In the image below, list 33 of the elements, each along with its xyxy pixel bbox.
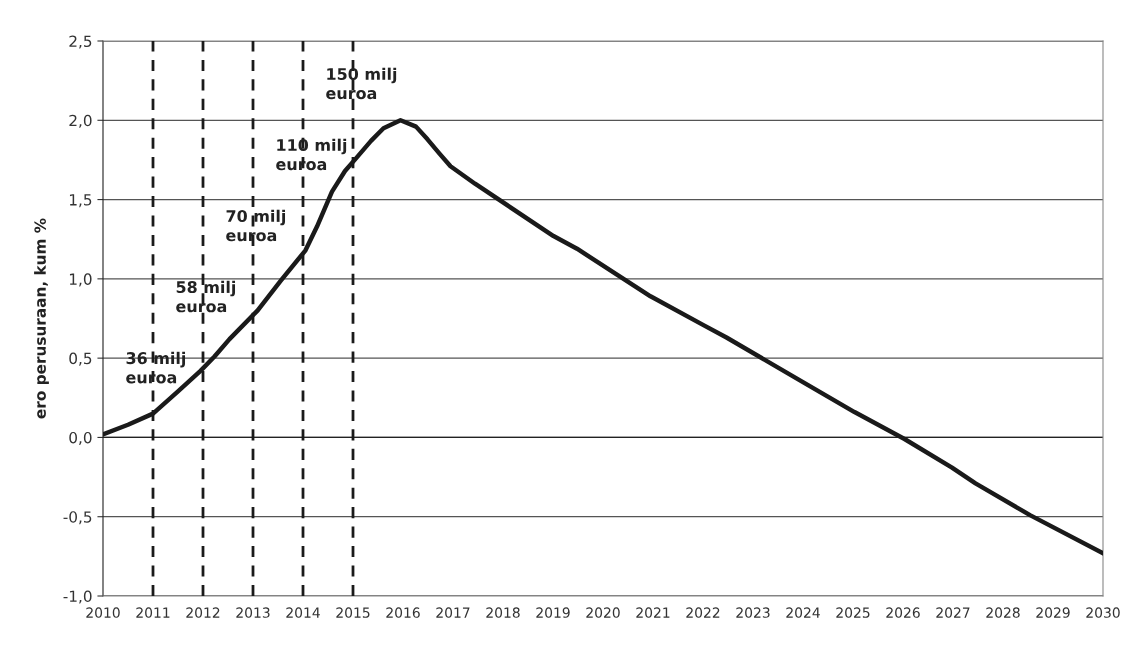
y-tick-label: 2,0 (69, 114, 92, 128)
ref-line-label: 70 milj euroa (226, 209, 286, 242)
y-tick-label: -1,0 (63, 590, 92, 604)
x-tick-label: 2023 (736, 607, 770, 618)
x-tick-label: 2017 (436, 607, 470, 618)
y-tick-label: 0,5 (69, 352, 92, 366)
y-tick-label: 0,0 (69, 431, 92, 446)
x-tick-label: 2027 (936, 607, 970, 618)
ref-line-label: 150 milj euroa (326, 67, 397, 100)
x-tick-label: 2021 (636, 607, 670, 618)
x-tick-label: 2019 (536, 607, 570, 618)
x-tick-label: 2010 (86, 607, 120, 618)
y-tick-label: 1,5 (69, 194, 92, 208)
x-tick-label: 2029 (1036, 607, 1070, 618)
x-tick-label: 2013 (236, 607, 270, 618)
x-tick-label: 2025 (836, 607, 870, 618)
x-tick-label: 2030 (1086, 607, 1120, 618)
ref-line-label: 58 milj euroa (176, 280, 236, 313)
x-tick-label: 2020 (586, 607, 620, 618)
x-tick-label: 2022 (686, 607, 720, 618)
x-tick-label: 2014 (286, 607, 320, 618)
x-tick-label: 2028 (986, 607, 1020, 618)
y-tick-label: -0,5 (63, 511, 92, 525)
x-tick-label: 2016 (386, 607, 420, 618)
x-tick-label: 2012 (186, 607, 220, 618)
x-tick-label: 2015 (336, 607, 370, 618)
x-tick-label: 2018 (486, 607, 520, 618)
x-tick-label: 2026 (886, 607, 920, 618)
x-tick-label: 2011 (136, 607, 170, 618)
y-axis-title: ero perusuraan, kum % (34, 218, 49, 419)
y-tick-label: 1,0 (69, 273, 92, 287)
y-tick-label: 2,5 (69, 35, 92, 49)
x-tick-label: 2024 (786, 607, 820, 618)
